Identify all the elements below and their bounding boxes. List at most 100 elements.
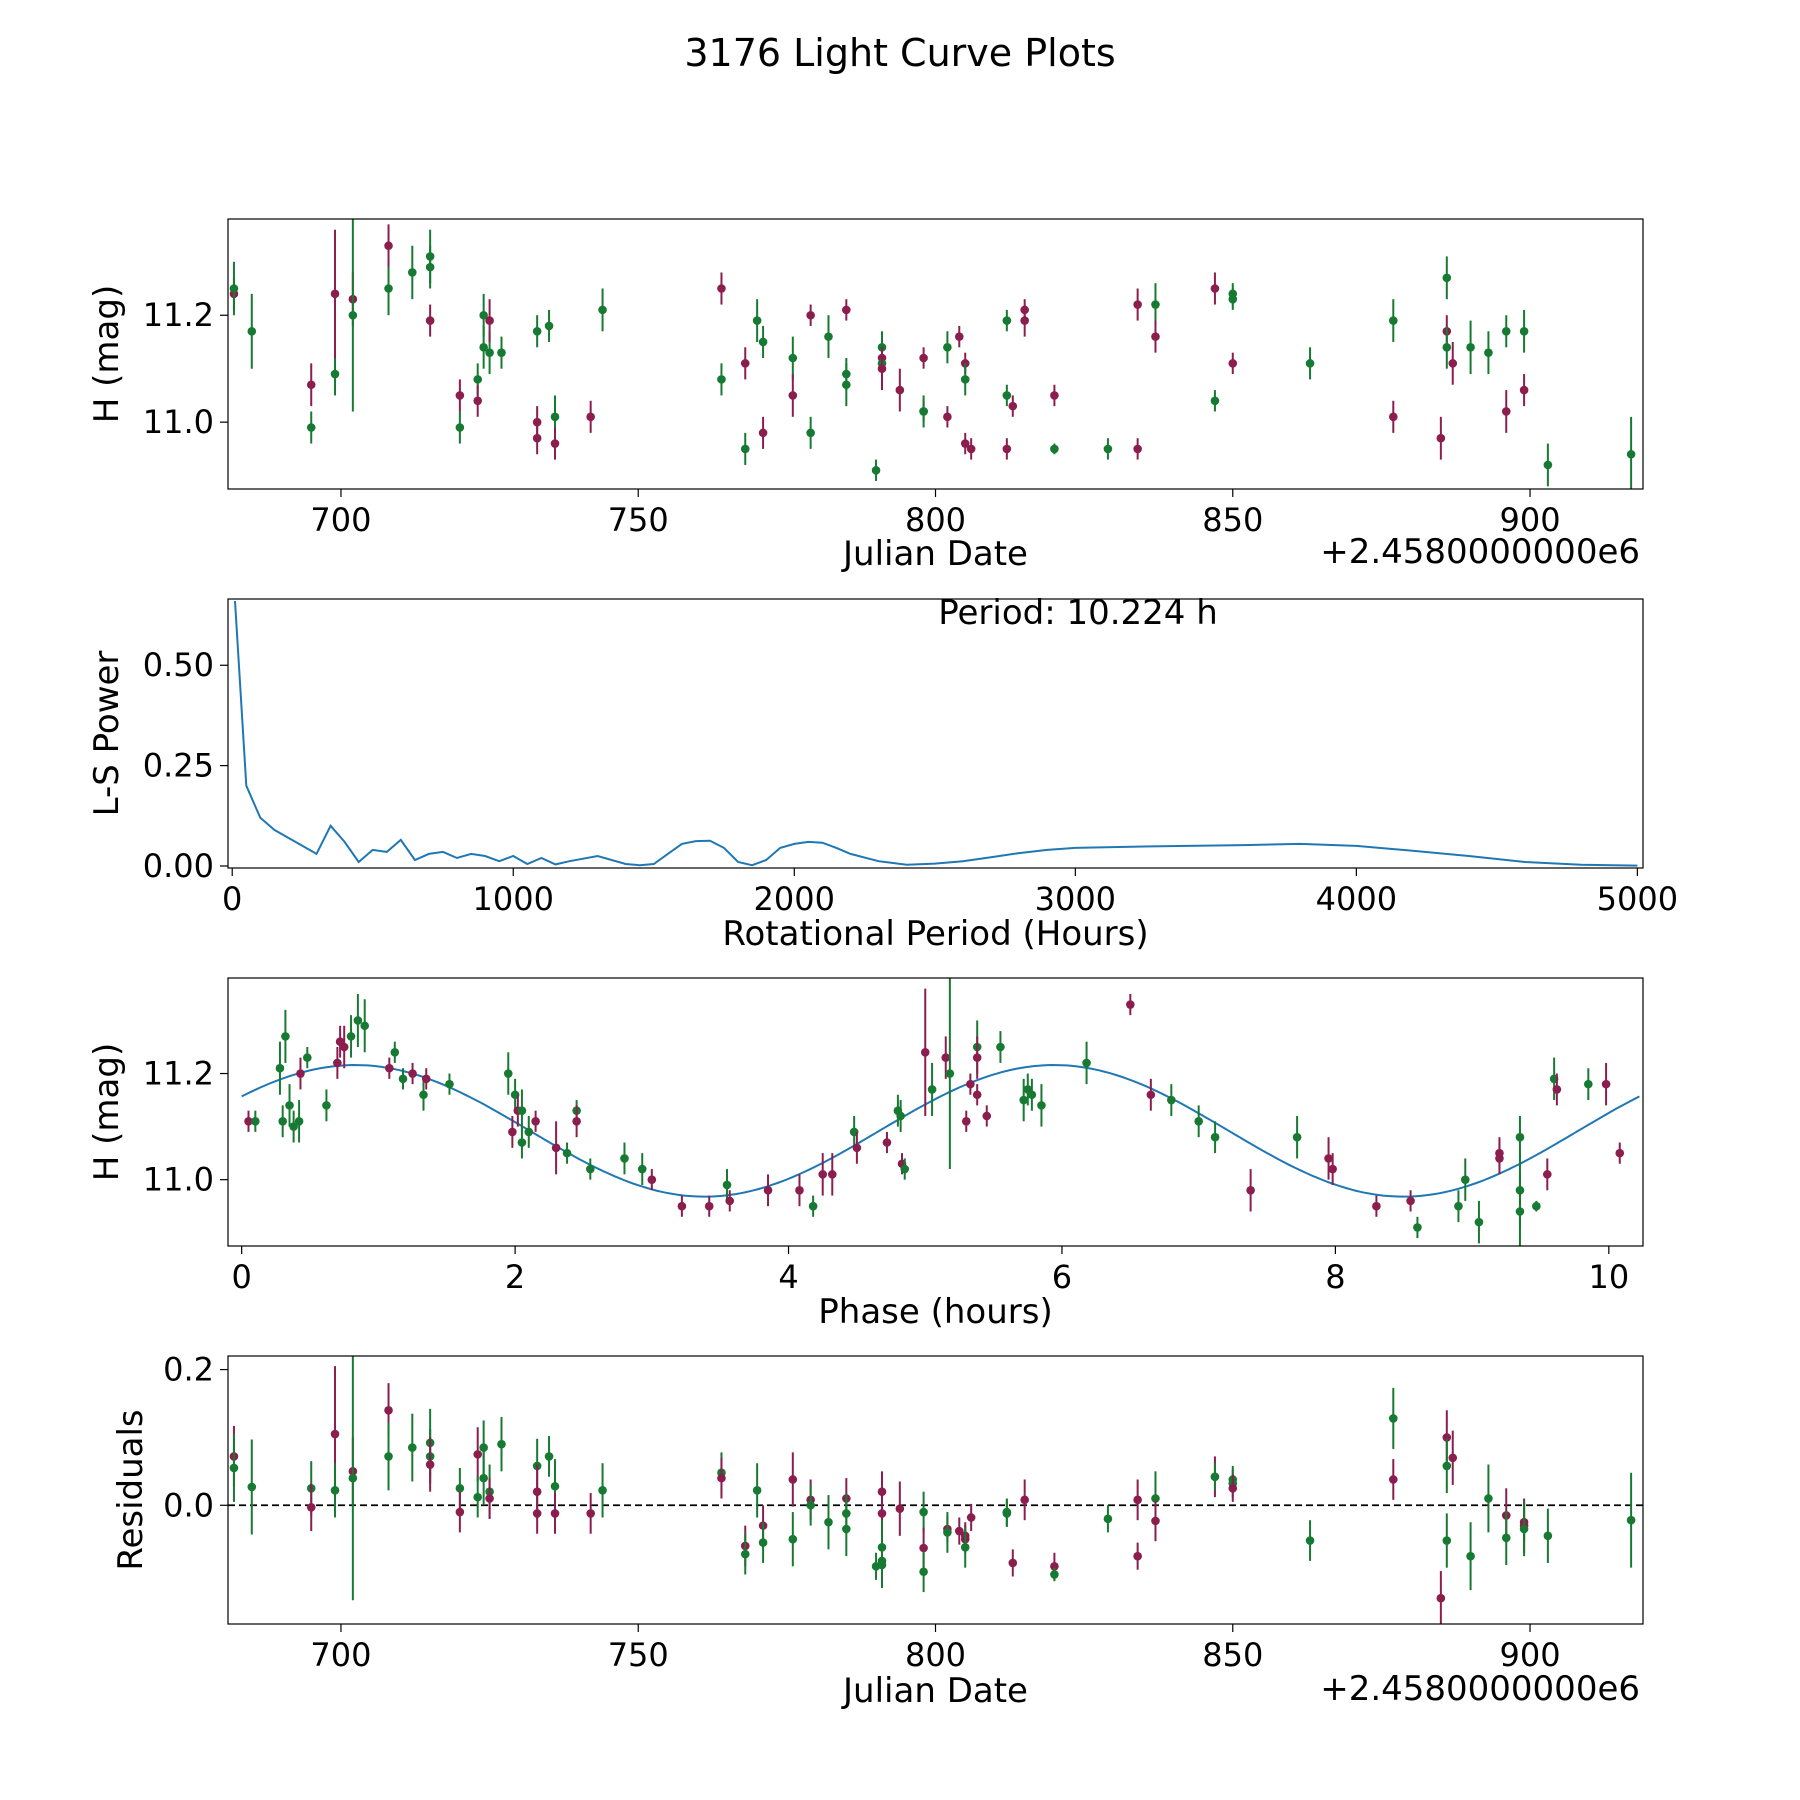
residuals-point-15 [455,1484,465,1493]
phased-point-0 [244,1116,253,1126]
lightcurve-point-26 [532,433,542,443]
lightcurve-point-63 [1002,316,1012,325]
lightcurve-point-18 [473,396,483,406]
residuals-point-58 [943,1528,952,1537]
phased-point-60 [961,1116,971,1126]
phased-point-75 [1194,1116,1203,1126]
residuals-point-71 [1133,1495,1142,1505]
phased-point-32 [551,1143,561,1153]
residuals-point-85 [1442,1461,1452,1471]
lightcurve-point-13 [425,262,435,272]
phased-point-8 [296,1069,305,1078]
periodogram-xtick-label-0: 0 [222,880,242,918]
phased-point-55 [900,1164,910,1174]
residuals-point-18 [473,1492,483,1502]
phased-point-77 [1246,1185,1255,1195]
lightcurve-point-30 [586,412,595,422]
residuals-point-96 [1626,1515,1636,1525]
phased-point-92 [1515,1132,1525,1142]
lightcurve-point-81 [1305,359,1315,368]
lightcurve-point-91 [1501,326,1511,336]
phased-point-29 [517,1138,527,1147]
periodogram-ytick-label-1: 0.25 [143,747,214,785]
residuals-point-87 [1448,1453,1458,1463]
periodogram-xlabel: Rotational Period (Hours) [722,914,1148,954]
periodogram-period-annotation: Period: 10.224 h [938,593,1218,633]
phased-point-72 [1126,1000,1135,1009]
periodogram-xtick-label-5: 5000 [1597,880,1678,918]
periodogram-ytick-label-0: 0.00 [143,847,214,885]
phased-point-53 [896,1111,905,1121]
lightcurve-point-90 [1484,348,1493,357]
residuals-point-73 [1151,1494,1160,1503]
phased-point-66 [996,1042,1005,1052]
phased-point-4 [281,1032,290,1041]
residuals-point-5 [330,1429,340,1439]
lightcurve-point-2 [247,326,257,336]
phased-point-42 [722,1180,732,1190]
lightcurve-point-61 [960,439,970,448]
residuals-point-27 [544,1452,554,1461]
residuals-xlabel: Julian Date [841,1671,1028,1711]
phased-point-25 [508,1127,517,1137]
periodogram-xtick-label-2: 2000 [754,880,835,918]
figure-title: 3176 Light Curve Plots [684,31,1115,75]
residuals-xtick-label-2: 800 [905,1636,966,1674]
lightcurve-point-31 [598,305,607,315]
phased-point-79 [1324,1154,1333,1163]
phased-ytick-label-0: 11.0 [143,1161,214,1199]
phased-point-7 [294,1116,304,1126]
lightcurve-point-73 [1133,444,1142,454]
phased-plot-area [241,978,1640,1246]
residuals-xtick-label-4: 900 [1499,1636,1560,1674]
residuals-point-20 [479,1473,488,1483]
lightcurve-point-62 [966,444,976,454]
phased-point-51 [882,1138,892,1147]
residuals-point-6 [330,1486,340,1495]
lightcurve-xtick-label-4: 900 [1499,501,1560,539]
residuals-point-28 [550,1481,560,1491]
periodogram-axes-frame [227,598,1644,869]
phased-point-64 [972,1090,982,1100]
lightcurve-xtick-label-0: 700 [310,501,371,539]
residuals-point-11 [408,1443,417,1452]
phased-point-61 [966,1079,975,1089]
phased-point-82 [1406,1196,1415,1206]
lightcurve-point-57 [943,412,952,422]
phased-xtick-label-3: 6 [1052,1258,1072,1296]
residuals-point-25 [532,1487,542,1496]
lightcurve-point-69 [1050,391,1059,400]
phased-point-40 [677,1201,687,1211]
phased-point-22 [421,1074,431,1084]
phased-point-5 [285,1101,294,1110]
periodogram-ytick-label-2: 0.50 [143,646,214,684]
residuals-point-89 [1484,1494,1493,1503]
lightcurve-point-33 [717,375,726,384]
residuals-point-19 [479,1443,488,1452]
phased-xlabel: Phase (hours) [818,1292,1052,1332]
lightcurve-point-55 [919,407,928,416]
lightcurve-point-75 [1151,332,1160,341]
residuals-point-1 [229,1463,239,1473]
lightcurve-point-37 [758,337,768,347]
phased-point-6 [289,1122,298,1131]
lightcurve-point-79 [1228,294,1238,304]
phased-point-86 [1474,1217,1484,1227]
residuals-point-49 [877,1509,887,1518]
lightcurve-point-40 [788,391,798,400]
residuals-point-35 [740,1549,750,1559]
lightcurve-point-36 [752,316,762,325]
residuals-point-56 [919,1567,928,1577]
phased-point-71 [1082,1058,1091,1068]
phased-xtick-label-2: 4 [778,1258,798,1296]
lightcurve-point-22 [485,316,494,325]
residuals-axes-frame [227,1355,1644,1625]
residuals-point-46 [842,1524,851,1534]
residuals-point-53 [895,1504,905,1513]
phased-point-44 [763,1185,773,1195]
lightcurve-ylabel: H (mag) [87,285,127,423]
residuals-point-80 [1305,1536,1315,1545]
phased-point-56 [920,1047,930,1057]
lightcurve-point-84 [1436,433,1446,443]
